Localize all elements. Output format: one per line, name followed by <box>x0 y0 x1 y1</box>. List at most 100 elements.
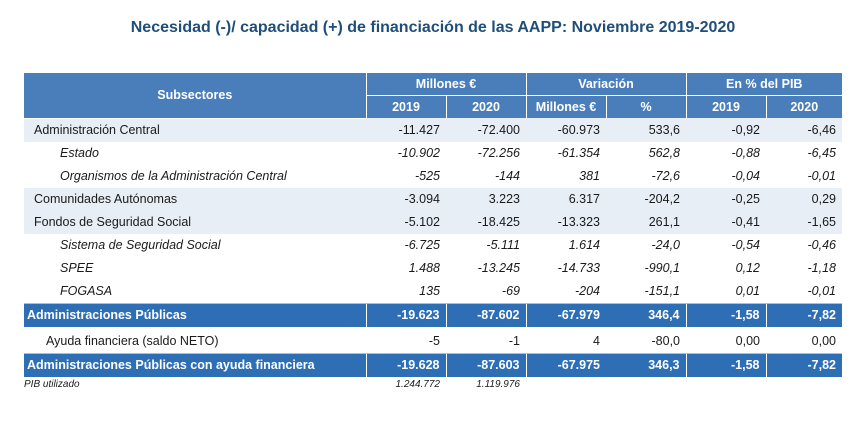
total-row: Administraciones Públicas con ayuda fina… <box>24 352 842 377</box>
cell-millones-2020: -87.602 <box>445 302 526 327</box>
cell-var-millones: 4 <box>593 334 600 348</box>
footnote-pib-2019: 1.244.772 <box>395 379 441 390</box>
row-label: FOGASA <box>60 284 113 298</box>
cell-var-millones: -61.354 <box>557 146 600 160</box>
cell-millones-2020: -1 <box>508 334 520 348</box>
header-subsectores: Subsectores <box>24 73 366 119</box>
cell-pib-2020: -7,82 <box>765 302 842 327</box>
cell-millones-2020: -72.256 <box>477 146 520 160</box>
cell-var-pct: -990,1 <box>644 261 680 275</box>
table-row: Administración Central -11.427 -72.400 -… <box>24 118 842 142</box>
header-pib-2020: 2020 <box>765 95 842 118</box>
cell-millones-2019: -11.427 <box>366 118 446 142</box>
cell-var-millones: -67.975 <box>525 352 606 377</box>
cell-millones-2020: -72.400 <box>446 118 526 142</box>
table-row: Sistema de Seguridad Social -6.725 -5.11… <box>24 234 842 257</box>
cell-millones-2019: -525 <box>414 169 440 183</box>
cell-var-pct: 346,4 <box>606 302 686 327</box>
total-row: Administraciones Públicas -19.623 -87.60… <box>24 302 842 327</box>
cell-millones-2019: 135 <box>419 284 440 298</box>
cell-millones-2019: -3.094 <box>366 187 446 211</box>
row-label: Fondos de Seguridad Social <box>24 210 366 234</box>
cell-pib-2019: -0,25 <box>686 187 766 211</box>
cell-var-pct: -80,0 <box>651 334 681 348</box>
header-variacion: Variación <box>525 73 686 96</box>
header-millones: Millones € <box>365 73 526 96</box>
cell-pib-2020: 0,29 <box>766 187 842 211</box>
row-label: Sistema de Seguridad Social <box>60 238 221 252</box>
table-row: FOGASA 135 -69 -204 -151,1 0,01 -0,01 <box>24 280 842 304</box>
row-label: Administraciones Públicas <box>24 302 366 327</box>
cell-pib-2020: 0,00 <box>811 334 836 348</box>
row-label: Comunidades Autónomas <box>24 187 366 211</box>
cell-millones-2020: -13.245 <box>477 261 520 275</box>
cell-pib-2019: -0,41 <box>686 210 766 234</box>
row-label: Administraciones Públicas con ayuda fina… <box>24 352 366 377</box>
row-label: Ayuda financiera (saldo NETO) <box>46 334 219 348</box>
cell-millones-2019: -19.623 <box>365 302 446 327</box>
cell-pib-2020: -6,45 <box>807 146 837 160</box>
cell-var-millones: -204 <box>574 284 600 298</box>
cell-millones-2020: -87.603 <box>445 352 526 377</box>
table-row: Organismos de la Administración Central … <box>24 165 842 188</box>
cell-millones-2019: -5.102 <box>366 210 446 234</box>
cell-millones-2020: -18.425 <box>446 210 526 234</box>
cell-millones-2020: -69 <box>501 284 520 298</box>
row-label: Administración Central <box>24 118 366 142</box>
row-label: Estado <box>60 146 99 160</box>
cell-var-pct: -72,6 <box>651 169 681 183</box>
header-pib: En % del PIB <box>685 73 842 96</box>
cell-millones-2019: -19.628 <box>365 352 446 377</box>
table-row: Ayuda financiera (saldo NETO) -5 -1 4 -8… <box>24 330 842 354</box>
cell-var-pct: -204,2 <box>606 187 686 211</box>
cell-var-pct: 346,3 <box>606 352 686 377</box>
cell-var-pct: -24,0 <box>651 238 681 252</box>
cell-pib-2020: -1,18 <box>807 261 837 275</box>
cell-var-millones: 381 <box>579 169 600 183</box>
cell-pib-2019: -0,54 <box>731 238 761 252</box>
cell-pib-2019: 0,01 <box>735 284 760 298</box>
header-2020: 2020 <box>445 95 526 118</box>
header-pib-2019: 2019 <box>685 95 766 118</box>
cell-pib-2019: 0,12 <box>735 261 760 275</box>
cell-pib-2020: -0,01 <box>807 284 837 298</box>
cell-var-pct: 562,8 <box>648 146 680 160</box>
cell-millones-2020: -144 <box>494 169 520 183</box>
header-var-pct: % <box>605 95 686 118</box>
footnote-label: PIB utilizado <box>24 379 80 390</box>
cell-pib-2019: -0,88 <box>731 146 761 160</box>
row-label: SPEE <box>60 261 94 275</box>
table-row: SPEE 1.488 -13.245 -14.733 -990,1 0,12 -… <box>24 257 842 280</box>
cell-var-millones: 6.317 <box>526 187 606 211</box>
cell-var-millones: -14.733 <box>557 261 600 275</box>
table-row: Fondos de Seguridad Social -5.102 -18.42… <box>24 210 842 234</box>
cell-pib-2020: -7,82 <box>765 352 842 377</box>
cell-millones-2019: 1.488 <box>408 261 440 275</box>
cell-pib-2020: -1,65 <box>766 210 842 234</box>
cell-var-millones: -67.979 <box>525 302 606 327</box>
page-title: Necesidad (-)/ capacidad (+) de financia… <box>130 19 736 36</box>
footnote-pib-2020: 1.119.976 <box>476 379 520 390</box>
cell-millones-2019: -5 <box>428 334 440 348</box>
cell-pib-2019: -1,58 <box>685 352 766 377</box>
cell-var-millones: 1.614 <box>568 238 600 252</box>
footnote-row: PIB utilizado 1.244.772 1.119.976 <box>24 377 842 393</box>
cell-pib-2019: -0,04 <box>731 169 761 183</box>
header-var-millones: Millones € <box>525 95 606 118</box>
cell-var-millones: -13.323 <box>526 210 606 234</box>
financing-table: Subsectores Millones € Variación En % de… <box>24 73 842 393</box>
cell-pib-2019: 0,00 <box>735 334 760 348</box>
cell-pib-2020: -0,46 <box>807 238 837 252</box>
cell-var-pct: -151,1 <box>644 284 680 298</box>
cell-millones-2020: -5.111 <box>486 238 520 252</box>
cell-var-pct: 261,1 <box>606 210 686 234</box>
cell-pib-2019: -0,92 <box>686 118 766 142</box>
cell-var-pct: 533,6 <box>606 118 686 142</box>
table-row: Estado -10.902 -72.256 -61.354 562,8 -0,… <box>24 142 842 165</box>
header-2019: 2019 <box>365 95 446 118</box>
header-row-1: Subsectores Millones € Variación En % de… <box>24 73 842 119</box>
cell-pib-2019: -1,58 <box>685 302 766 327</box>
cell-millones-2019: -10.902 <box>397 146 440 160</box>
row-label: Organismos de la Administración Central <box>60 169 287 183</box>
cell-millones-2020: 3.223 <box>446 187 526 211</box>
